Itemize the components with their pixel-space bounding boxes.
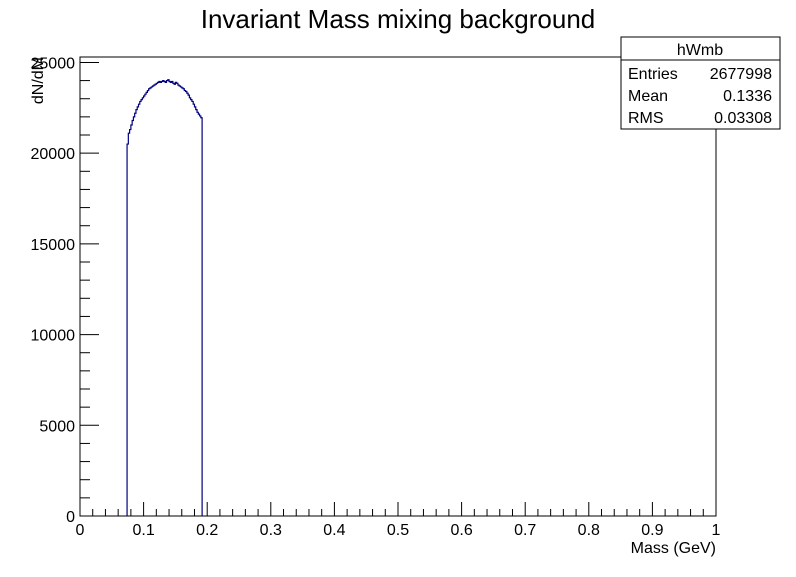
stats-rms-label: RMS [628,110,664,127]
y-axis-label: dN/dM [30,57,47,104]
x-tick-label: 0.2 [196,522,218,539]
stats-entries-label: Entries [628,66,678,83]
stats-box-name: hWmb [677,42,723,59]
x-tick-label: 0.1 [132,522,154,539]
chart-title: Invariant Mass mixing background [201,4,596,34]
y-tick-label: 25000 [31,55,76,72]
y-tick-label: 20000 [31,146,76,163]
y-tick-label: 10000 [31,328,76,345]
stats-mean-value: 0.1336 [723,88,772,105]
x-tick-label: 0.3 [260,522,282,539]
stats-mean-label: Mean [628,88,668,105]
x-tick-label: 0.9 [641,522,663,539]
histogram-series [126,79,203,516]
x-tick-label: 0.5 [387,522,409,539]
x-tick-label: 0 [76,522,85,539]
stats-box: hWmb Entries 2677998 Mean 0.1336 RMS 0.0… [620,36,781,130]
y-tick-label: 15000 [31,237,76,254]
x-tick-label: 1 [712,522,721,539]
x-tick-label: 0.4 [323,522,345,539]
y-tick-label: 5000 [39,418,75,435]
y-tick-label: 0 [66,509,75,526]
stats-entries-value: 2677998 [710,66,772,83]
x-axis-label: Mass (GeV) [631,540,716,557]
y-axis: 0 5000 10000 15000 20000 25000 [31,55,99,526]
x-tick-label: 0.6 [450,522,472,539]
x-tick-label: 0.7 [514,522,536,539]
stats-rms-value: 0.03308 [714,110,772,127]
x-axis: 0 0.1 0.2 0.3 0.4 0.5 0.6 0.7 0.8 0.9 1 [76,502,721,539]
stats-box-frame [620,36,781,130]
x-tick-label: 0.8 [578,522,600,539]
